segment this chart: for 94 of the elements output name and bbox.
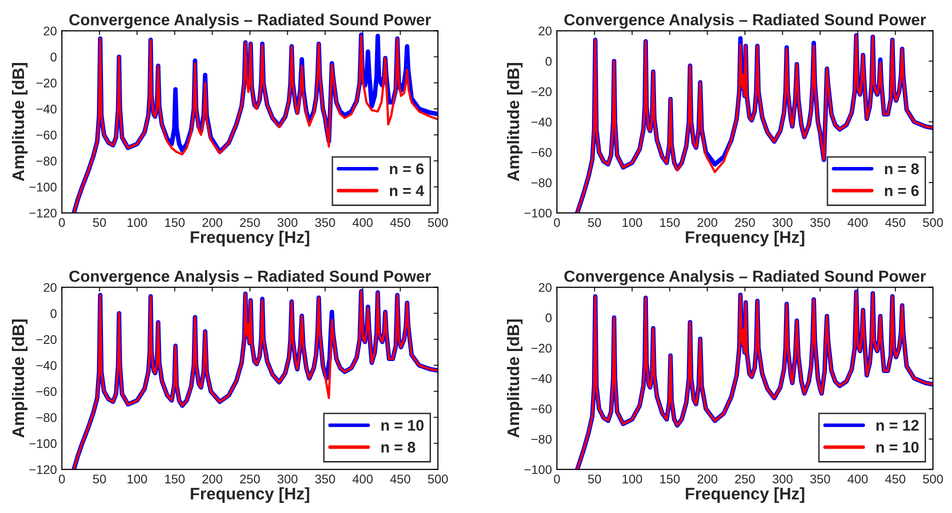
x-tick-label: 0	[554, 218, 560, 227]
x-tick-label: 350	[810, 474, 830, 484]
y-tick-label: 20	[44, 26, 57, 36]
x-tick-label: 250	[735, 474, 755, 484]
y-tick-label: −80	[36, 413, 57, 422]
y-tick-label: 0	[546, 56, 552, 66]
x-tick-label: 0	[58, 218, 65, 227]
x-tick-label: 500	[923, 474, 943, 484]
y-tick-label: −40	[36, 104, 57, 114]
y-tick-label: −40	[531, 374, 552, 383]
y-tick-label: −100	[524, 465, 552, 474]
y-tick-label: −60	[36, 130, 57, 140]
x-tick-label: 100	[128, 218, 148, 227]
y-tick-label: −80	[531, 178, 552, 188]
legend-label: n = 4	[390, 185, 424, 196]
legend-label: n = 6	[390, 163, 424, 174]
y-axis-title: Amplitude [dB]	[12, 320, 28, 438]
x-axis-title: Frequency [Hz]	[190, 230, 310, 246]
x-tick-label: 250	[240, 218, 260, 227]
x-tick-label: 400	[352, 218, 373, 227]
y-tick-label: 20	[538, 26, 552, 36]
x-tick-label: 200	[698, 218, 718, 227]
y-axis-title: Amplitude [dB]	[12, 63, 28, 182]
x-tick-label: 450	[390, 474, 410, 484]
x-axis-title: Frequency [Hz]	[686, 230, 804, 246]
y-tick-label: −20	[531, 87, 552, 96]
y-tick-label: −120	[29, 465, 57, 474]
y-tick-label: −20	[36, 335, 57, 344]
y-tick-label: −60	[36, 387, 57, 396]
x-tick-label: 250	[240, 474, 260, 484]
y-tick-label: −100	[524, 208, 552, 218]
legend-label: n = 10	[381, 420, 424, 431]
x-tick-label: 50	[93, 474, 106, 484]
x-tick-label: 350	[315, 218, 336, 227]
x-tick-label: 400	[848, 218, 868, 227]
chart-title: Convergence Analysis – Radiated Sound Power	[69, 270, 431, 286]
legend-label: n = 8	[884, 163, 919, 174]
y-tick-label: −20	[531, 344, 552, 353]
chart-title: Convergence Analysis – Radiated Sound Power	[564, 14, 926, 29]
legend-label: n = 6	[884, 185, 919, 196]
x-tick-label: 150	[165, 474, 185, 484]
x-tick-label: 450	[390, 218, 410, 227]
y-tick-label: −60	[531, 404, 552, 414]
x-tick-label: 300	[278, 218, 298, 227]
x-tick-label: 0	[58, 474, 65, 484]
y-tick-label: 0	[50, 52, 57, 62]
x-tick-label: 300	[772, 474, 792, 484]
chart-title: Convergence Analysis – Radiated Sound Power	[69, 14, 431, 29]
x-tick-label: 200	[202, 474, 222, 484]
y-tick-label: −100	[29, 439, 57, 448]
x-tick-label: 450	[885, 474, 906, 484]
x-tick-label: 250	[735, 218, 755, 227]
x-axis-title: Frequency [Hz]	[686, 487, 804, 503]
y-tick-label: −60	[531, 148, 552, 157]
x-tick-label: 100	[128, 474, 148, 484]
y-tick-label: −40	[531, 118, 552, 126]
y-tick-label: −100	[29, 182, 57, 192]
x-tick-label: 200	[698, 474, 718, 484]
x-tick-label: 50	[93, 218, 106, 227]
x-tick-label: 350	[810, 218, 830, 227]
x-tick-label: 150	[660, 474, 680, 484]
x-tick-label: 50	[588, 218, 601, 227]
y-tick-label: −80	[531, 434, 552, 444]
x-tick-label: 0	[554, 474, 560, 484]
x-tick-label: 400	[352, 474, 373, 484]
x-tick-label: 400	[848, 474, 868, 484]
legend-label: n = 12	[876, 420, 919, 431]
x-tick-label: 500	[428, 474, 448, 484]
x-tick-label: 300	[772, 218, 792, 227]
x-tick-label: 300	[278, 474, 298, 484]
y-tick-label: 20	[44, 283, 57, 292]
x-tick-label: 350	[315, 474, 336, 484]
y-axis-title: Amplitude [dB]	[506, 63, 523, 182]
y-tick-label: −80	[36, 156, 57, 166]
x-tick-label: 500	[428, 218, 448, 227]
x-tick-label: 50	[588, 474, 601, 484]
y-tick-label: 0	[50, 309, 57, 318]
x-tick-label: 150	[660, 218, 680, 227]
y-tick-label: 0	[546, 313, 552, 322]
chart-title: Convergence Analysis – Radiated Sound Power	[564, 270, 926, 286]
y-tick-label: −120	[29, 208, 57, 218]
x-axis-title: Frequency [Hz]	[190, 487, 310, 503]
legend-label: n = 8	[381, 442, 416, 453]
y-tick-label: −40	[36, 361, 57, 370]
y-tick-label: −20	[36, 78, 57, 88]
x-tick-label: 200	[202, 218, 222, 227]
legend-label: n = 10	[876, 442, 919, 453]
y-tick-label: 20	[538, 283, 552, 292]
x-tick-label: 150	[165, 218, 185, 227]
x-tick-label: 450	[885, 218, 906, 227]
x-tick-label: 100	[622, 218, 642, 227]
x-tick-label: 100	[622, 474, 642, 484]
x-tick-label: 500	[923, 218, 943, 227]
y-axis-title: Amplitude [dB]	[506, 320, 523, 438]
